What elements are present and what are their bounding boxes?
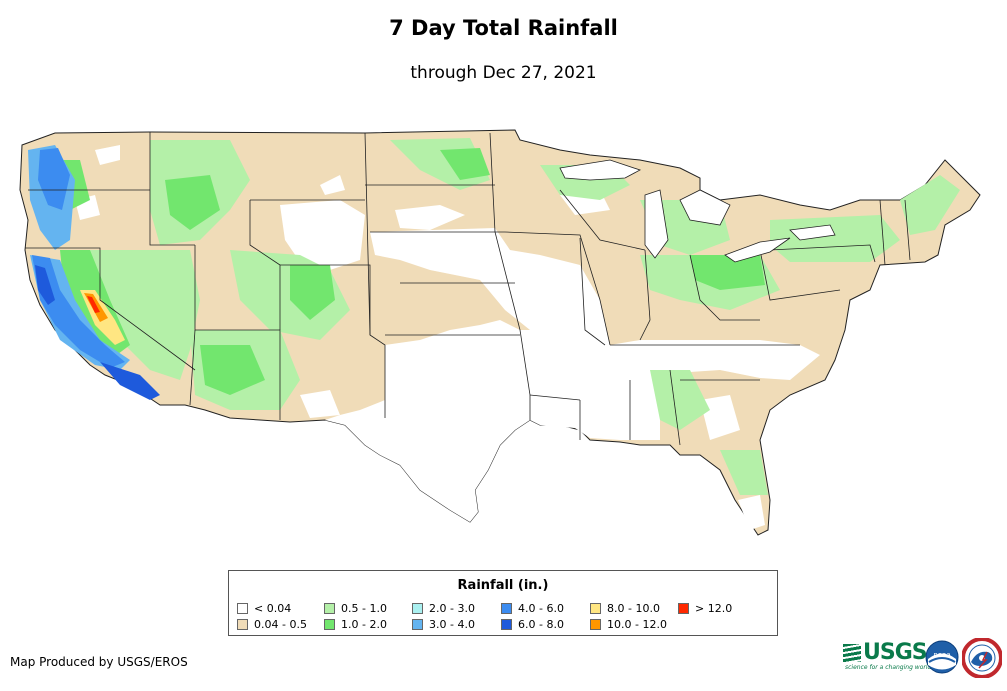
legend-item: 6.0 - 8.0	[501, 618, 564, 631]
legend-label: 3.0 - 4.0	[429, 618, 475, 631]
credit-text: Map Produced by USGS/EROS	[10, 655, 188, 669]
legend-item: 2.0 - 3.0	[412, 602, 475, 615]
rainfall-legend: Rainfall (in.) < 0.04 0.04 - 0.5 0.5 - 1…	[228, 570, 778, 636]
state-boundaries	[25, 132, 911, 446]
map-subtitle: through Dec 27, 2021	[410, 63, 597, 83]
noaa-logo-text: noaa	[933, 651, 950, 659]
legend-label: 0.5 - 1.0	[341, 602, 387, 615]
rain-6.0-8.0	[35, 265, 160, 400]
rain-over-12.0	[87, 296, 100, 313]
legend-swatch	[412, 603, 423, 614]
map-title: 7 Day Total Rainfall	[389, 16, 618, 40]
legend-label: 10.0 - 12.0	[607, 618, 667, 631]
legend-swatch	[324, 619, 335, 630]
legend-swatch	[237, 603, 248, 614]
legend-label: > 12.0	[695, 602, 733, 615]
legend-item: 0.5 - 1.0	[324, 602, 387, 615]
legend-label: < 0.04	[254, 602, 292, 615]
great-lakes	[559, 159, 836, 263]
usgs-tagline: science for a changing world	[845, 664, 932, 671]
nws-logo-icon	[962, 638, 1002, 678]
legend-swatch	[590, 619, 601, 630]
legend-label: 4.0 - 6.0	[518, 602, 564, 615]
noaa-logo-icon: noaa	[925, 640, 959, 674]
legend-swatch	[678, 603, 689, 614]
legend-swatch	[501, 619, 512, 630]
legend-label: 2.0 - 3.0	[429, 602, 475, 615]
legend-title: Rainfall (in.)	[457, 578, 549, 593]
legend-item: 8.0 - 10.0	[590, 602, 660, 615]
legend-swatch	[501, 603, 512, 614]
usgs-logo-text: USGS	[863, 640, 928, 665]
legend-item: 3.0 - 4.0	[412, 618, 475, 631]
legend-swatch	[590, 603, 601, 614]
legend-swatch	[412, 619, 423, 630]
legend-item: 10.0 - 12.0	[590, 618, 667, 631]
legend-label: 0.04 - 0.5	[254, 618, 307, 631]
legend-item: 0.04 - 0.5	[237, 618, 307, 631]
us-rainfall-map	[19, 129, 981, 536]
usgs-logo: USGS science for a changing world	[843, 642, 931, 671]
legend-item: < 0.04	[237, 602, 291, 615]
legend-label: 8.0 - 10.0	[607, 602, 660, 615]
legend-swatch	[324, 603, 335, 614]
rain-4.0-6.0	[32, 148, 125, 368]
legend-label: 6.0 - 8.0	[518, 618, 564, 631]
legend-item: > 12.0	[678, 602, 732, 615]
legend-label: 1.0 - 2.0	[341, 618, 387, 631]
legend-swatch	[237, 619, 248, 630]
usgs-waves-icon	[843, 644, 861, 662]
legend-item: 4.0 - 6.0	[501, 602, 564, 615]
legend-item: 1.0 - 2.0	[324, 618, 387, 631]
